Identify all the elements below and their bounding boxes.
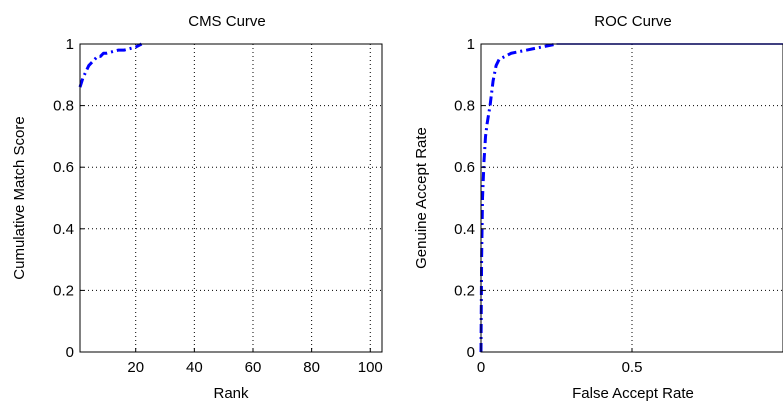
cms-y-tick-label: 0.8 [53,98,74,115]
roc-x-tick-label: 0 [477,359,485,376]
cms-y-axis-label: Cumulative Match Score [11,116,28,279]
roc-y-tick-label: 0.8 [454,98,475,115]
cms-plot-area-border [79,43,383,353]
cms-series-line-1 [78,42,143,88]
cms-x-tick-label: 80 [303,359,320,376]
cms-x-axis-label: Rank [213,385,249,402]
cms-y-tick-label: 0 [66,344,74,361]
roc-chart-title: ROC Curve [594,13,672,30]
roc-y-tick-label: 0.2 [454,282,475,299]
cms-grid [80,43,382,353]
cms-ticks: 20 40 60 80 100 0 0.2 0.4 0.6 0.8 1 [53,36,383,376]
roc-x-tick-label: 0.5 [622,359,643,376]
roc-chart: ROC Curve 0 0.5 0 0.2 0.4 0.6 0.8 1 False Accep… [413,13,783,402]
roc-y-tick-label: 1 [467,36,475,53]
cms-x-tick-label: 20 [127,359,144,376]
cms-y-tick-label: 0.2 [53,282,74,299]
roc-y-axis-label: Genuine Accept Rate [413,127,430,269]
cms-x-tick-label: 40 [186,359,203,376]
cms-chart-title: CMS Curve [188,13,266,30]
cms-y-tick-label: 0.4 [53,221,74,238]
cms-y-tick-label: 1 [66,36,74,53]
roc-y-tick-label: 0 [467,344,475,361]
roc-plot-area-border [480,43,783,353]
cms-series [78,42,143,88]
cms-chart: CMS Curve 20 40 60 80 100 0 0.2 0.4 0.6 0.8 1 Rank… [11,13,383,402]
roc-x-axis-label: False Accept Rate [572,385,694,402]
roc-series-line-1 [479,42,557,353]
cms-x-tick-label: 60 [245,359,262,376]
roc-ticks: 0 0.5 0 0.2 0.4 0.6 0.8 1 [454,36,642,376]
roc-y-tick-label: 0.4 [454,221,475,238]
roc-grid [480,43,783,353]
cms-y-tick-label: 0.6 [53,159,74,176]
roc-y-tick-label: 0.6 [454,159,475,176]
roc-series [479,42,783,353]
cms-x-tick-label: 100 [358,359,383,376]
